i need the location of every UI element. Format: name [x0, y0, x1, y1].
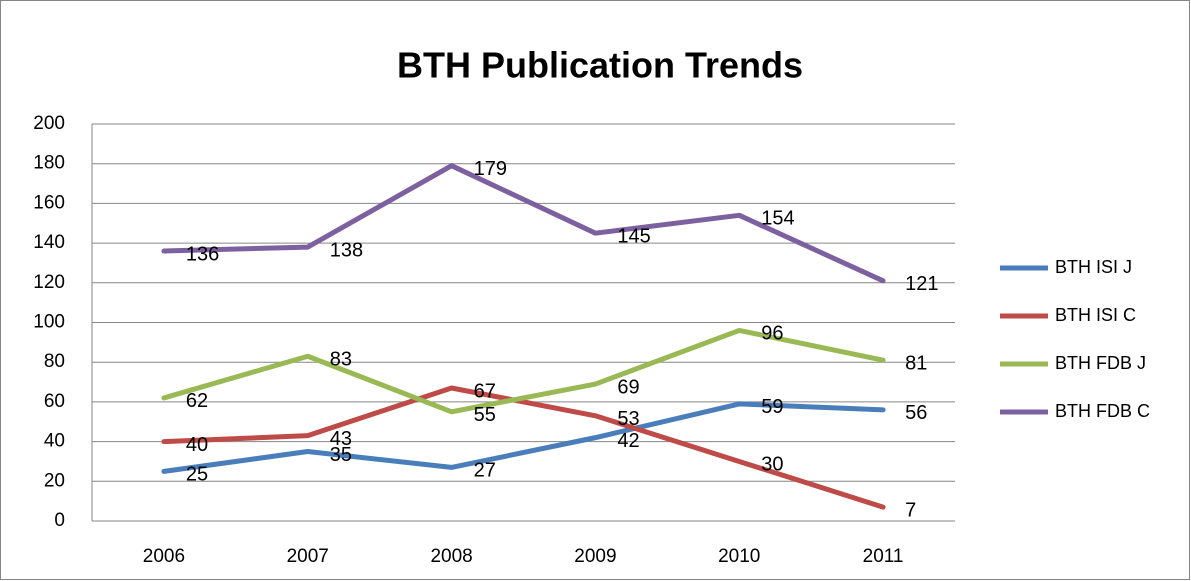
data-label: 179 [474, 158, 507, 180]
data-label: 121 [905, 273, 938, 295]
y-tick-label: 20 [44, 470, 65, 491]
y-tick-label: 180 [33, 153, 65, 174]
data-label: 59 [761, 396, 783, 418]
y-tick-label: 80 [44, 351, 65, 372]
x-tick-label: 2010 [718, 546, 760, 567]
legend-label: BTH FDB J [1055, 353, 1146, 373]
series-line [161, 163, 886, 284]
data-label: 55 [474, 404, 496, 426]
data-label: 145 [617, 225, 650, 247]
y-tick-label: 200 [33, 113, 65, 134]
data-label: 83 [330, 349, 352, 371]
x-tick-label: 2011 [863, 546, 904, 567]
data-label: 30 [761, 454, 783, 476]
legend-label: BTH ISI J [1055, 257, 1132, 277]
series-line [161, 327, 886, 415]
y-tick-label: 140 [33, 232, 65, 253]
series-line [161, 401, 886, 474]
data-label: 53 [617, 408, 639, 430]
x-tick-label: 2009 [574, 546, 616, 567]
data-label: 154 [761, 208, 794, 230]
data-label: 67 [474, 380, 496, 402]
data-label: 62 [186, 390, 208, 412]
data-label: 7 [905, 499, 916, 521]
chart-title: BTH Publication Trends [397, 45, 803, 86]
data-label: 43 [330, 428, 352, 450]
data-label: 136 [186, 243, 219, 265]
data-label: 138 [330, 239, 363, 261]
data-label: 35 [330, 444, 352, 466]
data-label: 81 [905, 352, 927, 374]
y-tick-label: 160 [33, 192, 65, 213]
x-tick-label: 2008 [430, 546, 472, 567]
x-tick-label: 2007 [287, 546, 329, 567]
y-tick-label: 120 [33, 272, 65, 293]
data-label: 27 [474, 460, 496, 482]
data-label: 40 [186, 434, 208, 456]
data-label: 96 [761, 323, 783, 345]
data-label: 25 [186, 464, 208, 486]
legend-label: BTH ISI C [1055, 305, 1136, 325]
legend-label: BTH FDB C [1055, 401, 1150, 421]
data-label: 42 [617, 430, 639, 452]
y-tick-label: 60 [44, 391, 65, 412]
x-tick-label: 2006 [143, 546, 185, 567]
data-label: 56 [905, 402, 927, 424]
y-tick-label: 0 [54, 510, 65, 531]
series-line [161, 385, 886, 510]
y-tick-label: 40 [44, 431, 65, 452]
data-label: 69 [617, 376, 639, 398]
y-tick-label: 100 [33, 312, 65, 333]
